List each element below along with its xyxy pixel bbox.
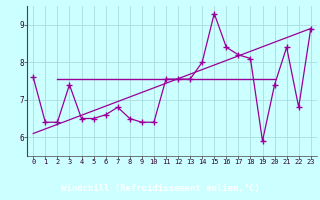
Text: Windchill (Refroidissement éolien,°C): Windchill (Refroidissement éolien,°C) [60,184,260,193]
